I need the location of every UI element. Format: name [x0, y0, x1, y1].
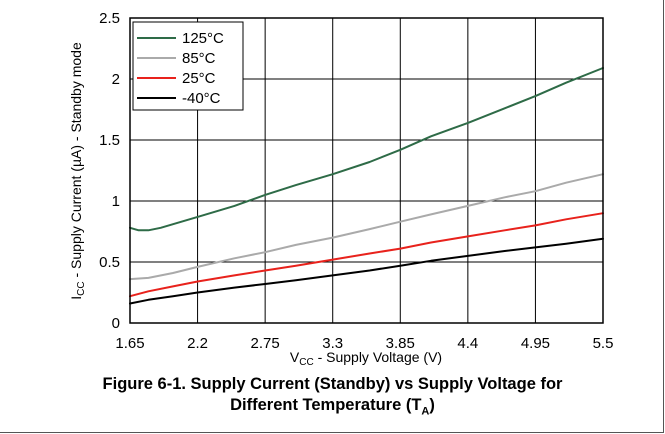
- legend-label: -40°C: [182, 90, 221, 107]
- supply-current-chart: 1.65 2.2 2.75 3.3 3.85 4.4 4.95 5.5 0 0.5 1 1.5 2 2.…: [68, 10, 613, 368]
- y-tick-label: 1: [112, 193, 120, 210]
- caption-line-2-end: ): [429, 396, 435, 414]
- x-tick-label: 4.4: [457, 335, 478, 352]
- series-line: [129, 237, 604, 305]
- legend-label: 125°C: [182, 30, 224, 47]
- caption-line-2-subscript: A: [421, 405, 430, 418]
- caption-line-2: Different Temperature (TA): [0, 395, 665, 422]
- series-line: [129, 212, 604, 298]
- series-line: [129, 173, 604, 281]
- legend: 125°C 85°C 25°C -40°C: [132, 21, 244, 111]
- caption-line-1: Figure 6-1. Supply Current (Standby) vs …: [102, 375, 563, 393]
- x-axis-label: VCC - Supply Voltage (V): [290, 349, 442, 368]
- figure-caption: Figure 6-1. Supply Current (Standby) vs …: [0, 374, 665, 422]
- legend-box: [132, 21, 244, 111]
- y-tick-label: 0.5: [99, 254, 120, 271]
- x-tick-label: 3.3: [322, 335, 343, 352]
- y-tick-label: 0: [112, 315, 120, 332]
- x-tick-label: 2.2: [187, 335, 208, 352]
- series-lines: [129, 67, 604, 305]
- y-tick-label: 1.5: [99, 132, 120, 149]
- y-tick-labels: 0 0.5 1 1.5 2 2.5: [99, 10, 120, 332]
- series-line: [129, 67, 604, 232]
- x-tick-label: 2.75: [251, 335, 280, 352]
- legend-label: 25°C: [182, 70, 216, 87]
- caption-line-2-text: Different Temperature (T: [230, 396, 422, 414]
- x-tick-label: 5.5: [593, 335, 614, 352]
- legend-label: 85°C: [182, 50, 216, 67]
- x-tick-label: 3.85: [386, 335, 415, 352]
- x-tick-label: 1.65: [115, 335, 144, 352]
- x-tick-labels: 1.65 2.2 2.75 3.3 3.85 4.4 4.95 5.5: [115, 335, 613, 352]
- y-tick-label: 2.5: [99, 10, 120, 27]
- y-axis-label: ICC - Supply Current (µA) - Standby mode: [68, 42, 87, 300]
- x-tick-label: 4.95: [521, 335, 550, 352]
- y-tick-label: 2: [112, 71, 120, 88]
- plot-area-border: [129, 17, 604, 324]
